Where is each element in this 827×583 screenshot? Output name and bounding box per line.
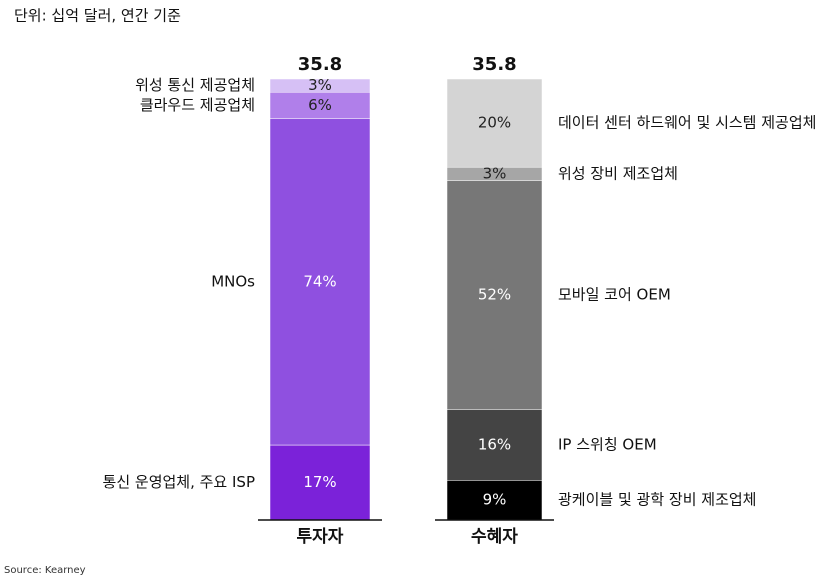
- segment-name: 위성 장비 제조업체: [558, 164, 678, 182]
- bar-segment: [446, 480, 543, 521]
- segment-name: 위성 통신 제공업체: [135, 76, 255, 94]
- value-label: 17%: [303, 473, 336, 491]
- bar-segment: [269, 118, 371, 446]
- value-label: 9%: [483, 491, 507, 509]
- bar-segment: [269, 444, 371, 521]
- segment-name: 광케이블 및 광학 장비 제조업체: [558, 491, 756, 509]
- total-label: 35.8: [472, 54, 516, 75]
- category-label: 수혜자: [471, 527, 518, 547]
- bar-segment: [446, 409, 543, 481]
- value-label: 6%: [308, 96, 332, 114]
- segment-name: MNOs: [211, 272, 255, 290]
- total-label: 35.8: [298, 54, 342, 75]
- bar-segment: [446, 78, 543, 168]
- source: Source: Kearney: [4, 565, 86, 576]
- category-label: 투자자: [297, 527, 344, 547]
- value-label: 20%: [478, 114, 511, 132]
- value-label: 74%: [303, 272, 336, 290]
- segment-name: 클라우드 제공업체: [140, 96, 255, 114]
- value-label: 3%: [308, 76, 332, 94]
- bar-segment: [269, 78, 371, 93]
- segment-name: 데이터 센터 하드웨어 및 시스템 제공업체: [558, 114, 816, 132]
- segment-name: 통신 운영업체, 주요 ISP: [103, 473, 255, 491]
- value-label: 16%: [478, 436, 511, 454]
- value-label: 3%: [483, 164, 507, 182]
- segment-name: IP 스위칭 OEM: [558, 436, 657, 454]
- subtitle: 단위: 십억 달러, 연간 기준: [14, 7, 181, 25]
- segment-name: 모바일 코어 OEM: [558, 286, 671, 304]
- value-label: 52%: [478, 286, 511, 304]
- bar-segment: [446, 180, 543, 410]
